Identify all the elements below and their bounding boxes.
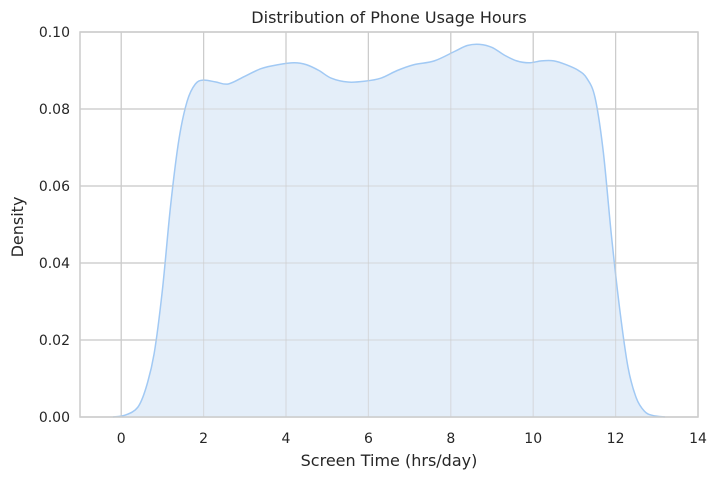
y-tick-label: 0.02 xyxy=(39,333,70,349)
density-area-fill xyxy=(112,44,666,418)
y-tick-label: 0.04 xyxy=(39,256,70,272)
y-tick-label: 0.06 xyxy=(39,179,70,195)
chart-title: Distribution of Phone Usage Hours xyxy=(251,8,526,27)
y-tick-label: 0.00 xyxy=(39,410,70,426)
x-tick-label: 6 xyxy=(364,431,373,447)
y-tick-label: 0.10 xyxy=(39,25,70,41)
tick-layer: 0 2 4 6 8 10 12 14 0.00 0.02 0.04 0.06 0.08 0.10 xyxy=(39,25,707,447)
x-tick-label: 2 xyxy=(199,431,208,447)
x-tick-label: 14 xyxy=(689,431,707,447)
y-axis-title: Density xyxy=(8,197,27,258)
x-axis-title: Screen Time (hrs/day) xyxy=(301,451,478,470)
y-tick-label: 0.08 xyxy=(39,102,70,118)
axes-layer xyxy=(79,31,699,418)
x-tick-label: 0 xyxy=(117,431,126,447)
x-tick-label: 8 xyxy=(446,431,455,447)
x-tick-label: 12 xyxy=(607,431,625,447)
x-tick-label: 4 xyxy=(282,431,291,447)
axes-frame xyxy=(79,31,699,418)
x-tick-label: 10 xyxy=(524,431,542,447)
area-layer xyxy=(80,31,699,418)
density-line xyxy=(112,43,666,418)
